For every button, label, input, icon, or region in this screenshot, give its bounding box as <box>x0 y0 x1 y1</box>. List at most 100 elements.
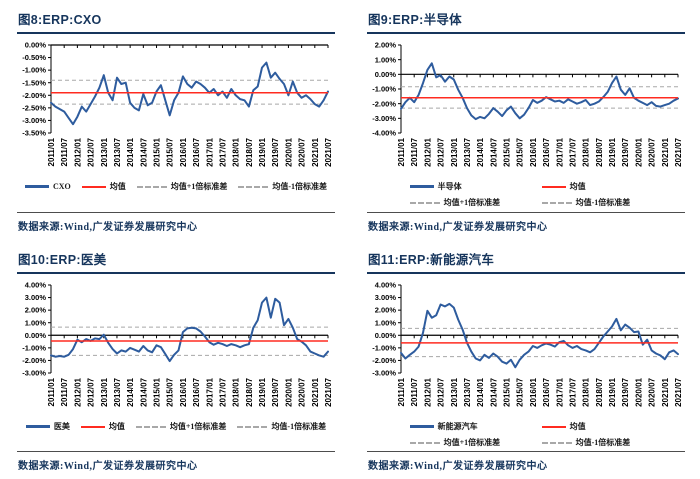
svg-text:2020/01: 2020/01 <box>284 137 293 166</box>
x-axis <box>400 334 679 339</box>
svg-text:2021/07: 2021/07 <box>324 137 333 166</box>
legend-label: 医美 <box>53 422 70 431</box>
legend-label: 新能源汽车 <box>437 422 478 431</box>
svg-text:2015/07: 2015/07 <box>166 137 175 166</box>
legend-label: 均值-1倍标准差 <box>272 182 327 191</box>
svg-text:2015/01: 2015/01 <box>153 377 162 406</box>
divider <box>17 451 335 452</box>
std-dash-swatch-icon <box>238 185 269 188</box>
svg-text:2016/07: 2016/07 <box>192 137 201 166</box>
x-tick-labels: 2011/01 2011/07 2012/01 2012/07 2013/01 2013/… <box>397 377 683 406</box>
svg-text:2019/07: 2019/07 <box>271 377 280 406</box>
svg-text:2017/01: 2017/01 <box>555 377 564 406</box>
chart-panel-fig9: 图9:ERP:半导体 2.00% 1.00% 0.00% -1.00% -2.00% -3… <box>350 0 700 240</box>
svg-text:-2.50%: -2.50% <box>22 103 46 112</box>
svg-text:2013/07: 2013/07 <box>113 377 122 406</box>
chart-title: 图10:ERP:医美 <box>17 247 335 274</box>
svg-text:-4.00%: -4.00% <box>372 129 396 138</box>
svg-text:2013/01: 2013/01 <box>450 377 459 406</box>
divider <box>17 212 335 213</box>
svg-text:1.00%: 1.00% <box>25 318 47 327</box>
svg-text:2017/07: 2017/07 <box>218 137 227 166</box>
x-tick-labels: 2011/01 2011/07 2012/01 2012/07 2013/01 2013/… <box>397 137 683 166</box>
chart-area: 2.00% 1.00% 0.00% -1.00% -2.00% -3.00% -4.00% 2… <box>367 39 685 181</box>
svg-text:2016/01: 2016/01 <box>179 137 188 166</box>
svg-text:2013/01: 2013/01 <box>450 137 459 166</box>
svg-text:2013/01: 2013/01 <box>100 377 109 406</box>
svg-text:2015/07: 2015/07 <box>166 377 175 406</box>
svg-text:2017/07: 2017/07 <box>568 377 577 406</box>
chart-panel-fig8: 图8:ERP:CXO 0.00% -0.50% -1.00% -1.50% -2.00%… <box>0 0 350 240</box>
svg-text:2013/07: 2013/07 <box>463 377 472 406</box>
legend-item: 均值+1倍标准差 <box>409 437 501 448</box>
legend-label: 均值-1倍标准差 <box>575 438 631 447</box>
legend-label: 均值-1倍标准差 <box>271 422 327 431</box>
chart-panel-fig10: 图10:ERP:医美 4.00% 3.00% 2.00% 1.00% 0.00% -1.0… <box>0 240 350 479</box>
series-line-swatch-icon <box>409 185 434 188</box>
legend-item: 均值 <box>81 181 126 192</box>
svg-text:2011/01: 2011/01 <box>47 377 56 406</box>
svg-text:0.00%: 0.00% <box>375 331 397 340</box>
legend-label: 均值 <box>109 182 126 191</box>
svg-text:2019/01: 2019/01 <box>608 377 617 406</box>
svg-text:0.00%: 0.00% <box>375 70 397 79</box>
x-axis <box>50 44 329 48</box>
chart-area: 4.00% 3.00% 2.00% 1.00% 0.00% -1.00% -2.00% -3.… <box>367 279 685 421</box>
svg-text:2018/07: 2018/07 <box>595 377 604 406</box>
svg-text:2012/01: 2012/01 <box>73 137 82 166</box>
x-axis <box>50 334 329 339</box>
svg-text:2016/01: 2016/01 <box>529 137 538 166</box>
svg-text:-1.00%: -1.00% <box>372 85 396 94</box>
svg-text:2014/01: 2014/01 <box>476 377 485 406</box>
chart-title: 图8:ERP:CXO <box>17 7 335 34</box>
svg-text:2012/07: 2012/07 <box>437 137 446 166</box>
svg-text:2012/07: 2012/07 <box>87 377 96 406</box>
chart-plot: 0.00% -0.50% -1.00% -1.50% -2.00% -2.50% -3.00… <box>22 41 333 167</box>
series-line-swatch-icon <box>409 425 434 428</box>
svg-text:2018/07: 2018/07 <box>245 377 254 406</box>
legend-item: 均值-1倍标准差 <box>541 197 630 208</box>
svg-text:2015/07: 2015/07 <box>516 137 525 166</box>
svg-text:-3.50%: -3.50% <box>22 129 46 138</box>
svg-text:2020/01: 2020/01 <box>634 377 643 406</box>
legend-label: 均值+1倍标准差 <box>443 438 501 447</box>
svg-text:2011/01: 2011/01 <box>47 137 56 166</box>
svg-text:2020/07: 2020/07 <box>298 377 307 406</box>
svg-text:2017/07: 2017/07 <box>568 137 577 166</box>
svg-text:2013/07: 2013/07 <box>463 137 472 166</box>
svg-text:-2.00%: -2.00% <box>22 91 46 100</box>
mean-line-swatch-icon <box>541 425 566 428</box>
divider <box>367 451 685 452</box>
legend-label: 均值 <box>569 182 586 191</box>
series-line <box>50 296 329 363</box>
series-line-swatch-icon <box>25 425 50 428</box>
svg-text:2016/01: 2016/01 <box>179 377 188 406</box>
chart-legend: CXO 均值 均值+1倍标准差 均值-1倍标准差 <box>17 181 335 192</box>
svg-text:2013/01: 2013/01 <box>100 137 109 166</box>
svg-text:2021/01: 2021/01 <box>661 137 670 166</box>
svg-text:2015/01: 2015/01 <box>153 137 162 166</box>
svg-text:2.00%: 2.00% <box>375 41 397 50</box>
svg-text:-1.00%: -1.00% <box>22 66 46 75</box>
svg-text:2015/01: 2015/01 <box>503 377 512 406</box>
svg-text:2021/01: 2021/01 <box>311 377 320 406</box>
svg-text:2014/01: 2014/01 <box>476 137 485 166</box>
y-axis: 4.00% 3.00% 2.00% 1.00% 0.00% -1.00% -2.00% -3.… <box>22 281 52 378</box>
data-source-note: 数据来源:Wind,广发证券发展研究中心 <box>18 461 198 472</box>
svg-text:2020/07: 2020/07 <box>298 137 307 166</box>
svg-text:2011/07: 2011/07 <box>60 137 69 166</box>
svg-text:2011/01: 2011/01 <box>397 137 406 166</box>
svg-text:2019/01: 2019/01 <box>258 377 267 406</box>
svg-text:2020/01: 2020/01 <box>284 377 293 406</box>
svg-text:-1.00%: -1.00% <box>372 343 396 352</box>
legend-item: 均值 <box>80 421 125 432</box>
data-source-note: 数据来源:Wind,广发证券发展研究中心 <box>18 222 198 233</box>
legend-item: CXO <box>24 182 71 191</box>
svg-text:3.00%: 3.00% <box>375 293 397 302</box>
svg-text:2021/07: 2021/07 <box>324 377 333 406</box>
svg-text:2017/01: 2017/01 <box>205 377 214 406</box>
std-dash-swatch-icon <box>541 441 572 444</box>
legend-item: 均值+1倍标准差 <box>409 197 500 208</box>
legend-item: 均值 <box>541 421 586 432</box>
svg-text:2014/07: 2014/07 <box>489 137 498 166</box>
